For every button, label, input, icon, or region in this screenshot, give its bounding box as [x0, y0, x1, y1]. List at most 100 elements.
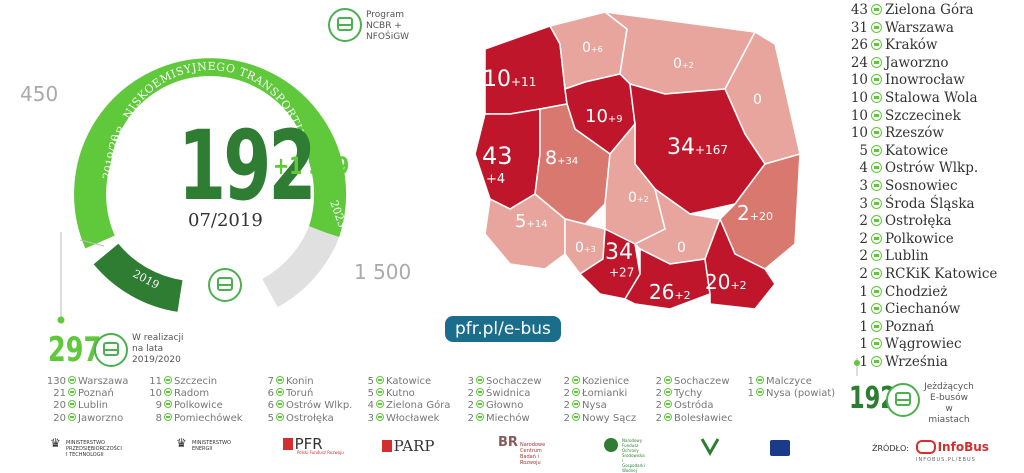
planned-city-name: Jaworzno: [78, 412, 124, 424]
planned-city-row: 5 Kutno: [352, 388, 450, 400]
planned-city-count: 8: [155, 412, 162, 424]
planned-city-count: 2: [563, 376, 570, 387]
region-wielkopolskie: [534, 103, 611, 225]
bus-dot-icon: [276, 376, 284, 384]
planned-city-count: 130: [46, 376, 66, 387]
planned-city-name: Nowy Sącz: [582, 412, 637, 424]
planned-city-count: 2: [467, 412, 474, 424]
bus-dot-icon: [164, 400, 172, 409]
running-city-count: 10: [850, 107, 868, 124]
running-city-row: 3 Środa Śląska: [846, 196, 1024, 214]
logo-nfos: Narodowy Fundusz Ochrony Środowiska i Go…: [604, 438, 645, 473]
running-city-name: Wągrowiec: [885, 336, 962, 353]
running-city-count: 2: [859, 230, 868, 247]
planned-city-row: 2 Bolesławiec: [640, 412, 733, 425]
planned-city-count: 2: [655, 388, 662, 400]
pfr-ebus-link[interactable]: pfr.pl/e-bus: [445, 316, 561, 342]
planned-column: 11 Szczecin 10 Radom 9 Polkowice 8 Pomiechówek: [140, 376, 243, 425]
planned-column: 7 Konin 6 Toruń 6 Ostrów Wlkp. 5 Ostrołęka: [252, 376, 352, 425]
bus-dot-icon: [871, 215, 882, 227]
bus-dot-icon: [871, 74, 882, 86]
planned-city-name: Katowice: [386, 376, 432, 387]
running-city-count: 10: [850, 72, 868, 89]
planned-city-row: 4 Zielona Góra: [352, 400, 450, 412]
running-city-count: 2: [859, 248, 868, 265]
running-city-name: RCKiK Katowice: [885, 265, 998, 282]
planned-column: 5 Katowice 5 Kutno 4 Zielona Góra 3 Włocławek: [352, 376, 450, 425]
running-city-name: Poznań: [885, 318, 935, 335]
planned-city-count: 21: [53, 388, 66, 400]
source-label: ŹRÓDŁO:: [872, 444, 909, 453]
planned-city-name: Polkowice: [174, 400, 223, 412]
logo-mpit: ♛ MINISTERSTWO PRZEDSIĘBIORCZOŚCI I TECH…: [50, 436, 122, 458]
gauge-remaining-arc: [261, 225, 339, 308]
running-city-count: 1: [859, 301, 868, 318]
running-city-name: Szczecinek: [885, 107, 961, 124]
infobus-mark-icon: [916, 440, 936, 454]
running-city-row: 3 Sosnowiec: [846, 178, 1024, 196]
running-city-row: 5 Katowice: [846, 143, 1024, 161]
planned-city-count: 9: [155, 400, 162, 412]
parp-mark-icon: [382, 440, 392, 452]
logo-ncbr: BR Narodowe Centrum Badań i Rozwoju: [498, 435, 546, 466]
running-connector: [854, 358, 860, 376]
planned-city-row: 20 Lublin: [44, 400, 128, 412]
bus-dot-icon: [871, 338, 882, 350]
running-city-name: Ciechanów: [885, 301, 961, 318]
planned-city-name: Włocławek: [386, 412, 440, 424]
planned-city-count: 1: [747, 376, 754, 387]
bus-dot-icon: [664, 388, 672, 397]
running-city-count: 1: [859, 336, 868, 353]
map-label-dolnoslaskie: 5+14: [515, 211, 548, 232]
bus-dot-icon: [376, 400, 384, 409]
realization-text: W realizacji na lata 2019/2020: [132, 333, 184, 365]
map-label-slaskie: 34 +27: [605, 240, 634, 280]
bus-dot-icon: [276, 388, 284, 397]
running-city-count: 31: [850, 19, 868, 36]
planned-city-count: 5: [367, 388, 374, 400]
planned-city-count: 5: [367, 376, 374, 387]
planned-city-count: 2: [467, 400, 474, 412]
bus-dot-icon: [871, 39, 882, 51]
planned-city-count: 6: [267, 400, 274, 412]
planned-city-name: Miechów: [486, 412, 530, 424]
planned-city-name: Nysa (powiat): [766, 388, 836, 400]
planned-city-name: Ostrów Wlkp.: [286, 400, 353, 412]
gauge-current-value: 192: [178, 110, 317, 222]
planned-city-count: 20: [53, 412, 66, 424]
gauge-plus-value: +1 379: [273, 152, 350, 180]
bus-dot-icon: [572, 400, 580, 409]
planned-city-count: 2: [655, 412, 662, 424]
gauge-program-arc: [74, 58, 347, 249]
running-city-count: 3: [859, 195, 868, 212]
running-city-name: Zielona Góra: [885, 2, 974, 18]
bus-dot-icon: [871, 179, 882, 191]
running-city-row: 2 Lublin: [846, 248, 1024, 266]
running-city-row: 4 Ostrów Wlkp.: [846, 160, 1024, 178]
planned-city-count: 2: [563, 388, 570, 400]
planned-city-name: Głowno: [486, 400, 524, 412]
running-city-name: Ostrołęka: [885, 213, 952, 230]
bus-dot-icon: [572, 412, 580, 421]
running-city-row: 10 Inowrocław: [846, 72, 1024, 90]
bus-dot-icon: [871, 285, 882, 297]
gauge-ring: PR. NISKOEMISYJNEGO TRANSPORTU 1 082 E-B…: [35, 0, 349, 312]
running-bus-icon: [886, 383, 920, 417]
bus-dot-icon: [871, 21, 882, 33]
planned-city-row: 2 Łomianki: [548, 388, 636, 400]
running-city-count: 2: [859, 213, 868, 230]
bus-dot-icon: [68, 400, 76, 409]
logo-pfr: PFR Polski Fundusz Rozwoju: [283, 437, 344, 456]
bus-dot-icon: [276, 400, 284, 409]
planned-city-name: Konin: [286, 376, 314, 387]
running-city-name: Jaworzno: [885, 54, 949, 71]
bus-dot-icon: [68, 376, 76, 384]
bus-dot-icon: [68, 388, 76, 397]
map-label-warminsko-mazurskie: 0+2: [673, 56, 694, 72]
bus-dot-icon: [871, 162, 882, 174]
running-city-row: 1 Wągrowiec: [846, 336, 1024, 354]
map-label-lubelskie: 2+20: [737, 201, 773, 225]
running-city-count: 26: [850, 37, 868, 54]
bus-dot-icon: [476, 412, 484, 421]
logo-me: ♛ MINISTERSTWO ENERGII: [176, 436, 231, 452]
